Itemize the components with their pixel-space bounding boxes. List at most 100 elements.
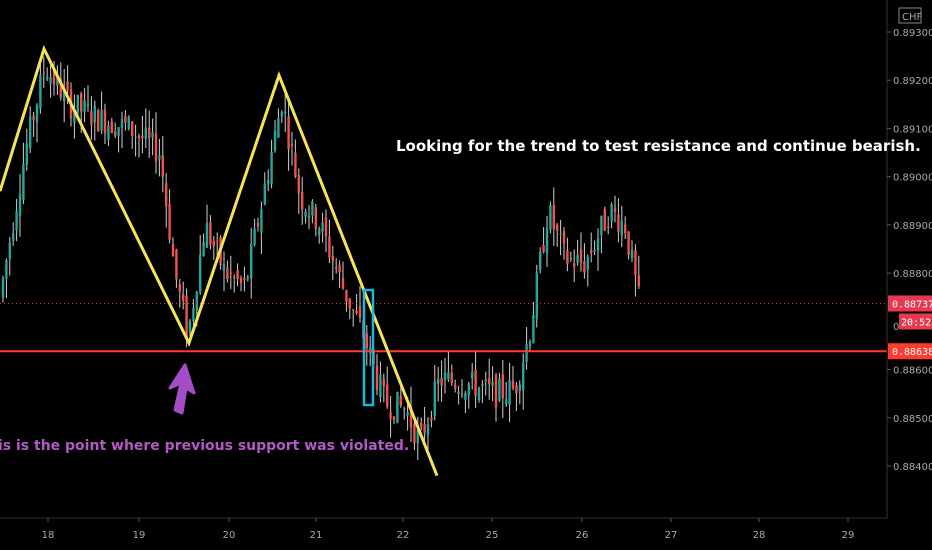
candle-body — [321, 222, 324, 232]
candle-body — [66, 81, 69, 91]
candle-body — [426, 424, 430, 435]
candle-body — [110, 121, 113, 134]
x-tick-label: 18 — [42, 530, 55, 541]
candle-body — [403, 408, 406, 410]
candle-body — [603, 209, 606, 231]
candle-body — [573, 263, 576, 267]
y-tick-label: 0.89100 — [893, 124, 932, 135]
candle-body — [562, 231, 566, 244]
candle-body — [481, 384, 484, 387]
candle-body — [593, 250, 596, 252]
y-tick-label: 0.88400 — [893, 462, 932, 473]
annotation-arrow — [168, 363, 196, 415]
candle-body — [488, 378, 491, 385]
candle-body — [566, 250, 569, 264]
candle-body — [498, 378, 501, 401]
candle-body — [165, 183, 168, 207]
y-tick-label: 0.88600 — [893, 366, 932, 377]
candle-body — [229, 273, 232, 275]
candle-body — [42, 73, 45, 75]
x-tick-label: 25 — [486, 530, 499, 541]
candle-body — [280, 112, 283, 117]
candle-body — [273, 130, 277, 151]
support-price-badge — [888, 343, 932, 360]
candle-body — [328, 236, 331, 258]
candle-body — [556, 225, 559, 231]
candle-body — [226, 267, 229, 280]
lines-group — [0, 302, 887, 353]
candle-body — [25, 143, 28, 165]
candle-body — [263, 184, 266, 205]
candle-body — [525, 343, 528, 362]
candle-body — [467, 383, 470, 396]
candle-body — [256, 222, 260, 227]
candle-body — [620, 220, 623, 236]
candle-body — [175, 249, 178, 280]
candle-body — [423, 424, 426, 434]
candle-body — [56, 75, 59, 86]
candle-body — [630, 249, 634, 259]
candle-body — [114, 131, 117, 136]
candle-body — [450, 372, 453, 383]
candle-body — [90, 111, 93, 125]
candle-body — [318, 228, 321, 235]
candle-body — [192, 307, 195, 321]
candle-body — [365, 333, 368, 349]
candle-body — [297, 174, 300, 194]
candle-body — [267, 179, 270, 185]
x-tick-label: 29 — [842, 530, 855, 541]
candle-body — [59, 78, 62, 98]
support-price-badge-label: 0.88638 — [892, 347, 932, 358]
candle-body — [420, 422, 423, 427]
candle-body — [348, 298, 351, 309]
candle-body — [158, 155, 161, 160]
candle-body — [120, 118, 124, 128]
candle-body — [610, 204, 613, 222]
candle-body — [396, 391, 399, 423]
y-axis: 0.89300 0.89200 0.89100 0.89000 0.88900 0.888… — [887, 28, 932, 473]
candle-body — [460, 394, 464, 396]
candle-body — [154, 133, 158, 162]
candle-body — [545, 228, 549, 254]
candle-body — [331, 255, 334, 262]
candle-body — [178, 284, 181, 292]
candle-body — [511, 380, 515, 389]
candle-body — [222, 264, 226, 271]
candle-body — [613, 207, 617, 212]
candle-body — [209, 222, 212, 245]
candle-body — [358, 306, 362, 318]
candle-body — [637, 275, 640, 287]
y-tick-label: 0.88900 — [893, 221, 932, 232]
candle-body — [457, 391, 460, 394]
candle-body — [552, 204, 555, 230]
candle-body — [73, 109, 76, 123]
currency-badge[interactable] — [898, 7, 922, 24]
candle-body — [182, 294, 185, 301]
candle-body — [202, 242, 205, 257]
candle-body — [100, 109, 103, 131]
candle-body — [97, 110, 100, 132]
candle-body — [579, 249, 583, 263]
y-tick-label: 0.89200 — [893, 76, 932, 87]
candle-body — [127, 117, 130, 130]
current-price-badge-label: 0.88737 — [892, 299, 932, 310]
overlays-group — [0, 44, 439, 477]
candle-body — [151, 132, 154, 138]
candle-body — [590, 250, 593, 254]
candle-body — [141, 135, 144, 139]
highlight-box — [362, 288, 375, 407]
candle-body — [515, 384, 518, 394]
candle-body — [335, 267, 338, 269]
x-tick-label: 20 — [223, 530, 236, 541]
candle-body — [440, 378, 443, 386]
candle-body — [542, 245, 545, 252]
candle-body — [539, 251, 542, 271]
candle-body — [484, 379, 487, 382]
candle-body — [35, 104, 39, 123]
candle-body — [284, 111, 287, 114]
candle-body — [433, 381, 436, 416]
candle-body — [171, 244, 175, 257]
candle-body — [430, 417, 433, 421]
candle-body — [148, 127, 151, 139]
